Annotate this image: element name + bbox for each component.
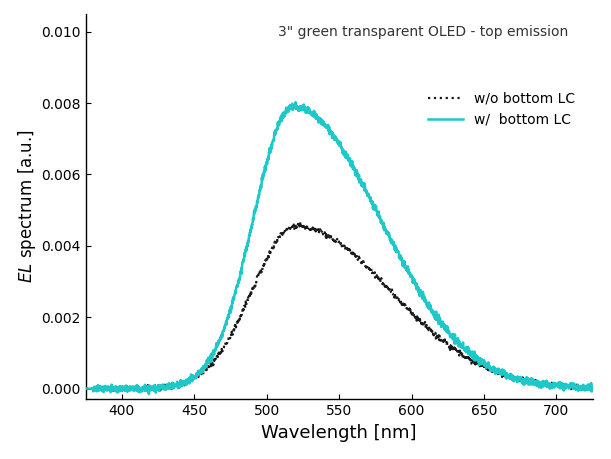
w/o bottom LC [329, 237, 336, 242]
w/  bottom LC [575, 385, 582, 390]
w/o bottom LC [589, 382, 596, 387]
w/o bottom LC [296, 220, 304, 225]
Text: 3" green transparent OLED - top emission: 3" green transparent OLED - top emission [278, 25, 568, 39]
w/o bottom LC [82, 386, 89, 392]
w/  bottom LC [315, 115, 323, 121]
w/  bottom LC [329, 134, 336, 140]
w/o bottom LC [108, 386, 115, 392]
Line: w/  bottom LC: w/ bottom LC [86, 102, 593, 394]
w/o bottom LC [315, 230, 323, 235]
Text: $EL$ spectrum [a.u.]: $EL$ spectrum [a.u.] [16, 129, 38, 284]
Line: w/o bottom LC: w/o bottom LC [86, 223, 593, 391]
w/o bottom LC [481, 364, 489, 370]
w/o bottom LC [574, 386, 582, 391]
w/  bottom LC [589, 386, 596, 392]
w/  bottom LC [108, 386, 115, 391]
w/  bottom LC [574, 388, 582, 393]
Legend: w/o bottom LC, w/  bottom LC: w/o bottom LC, w/ bottom LC [423, 86, 580, 132]
X-axis label: Wavelength [nm]: Wavelength [nm] [262, 424, 417, 442]
w/  bottom LC [292, 100, 299, 105]
w/  bottom LC [481, 360, 489, 366]
w/  bottom LC [82, 386, 89, 392]
w/o bottom LC [575, 387, 582, 392]
w/o bottom LC [118, 388, 125, 394]
w/  bottom LC [145, 392, 153, 397]
